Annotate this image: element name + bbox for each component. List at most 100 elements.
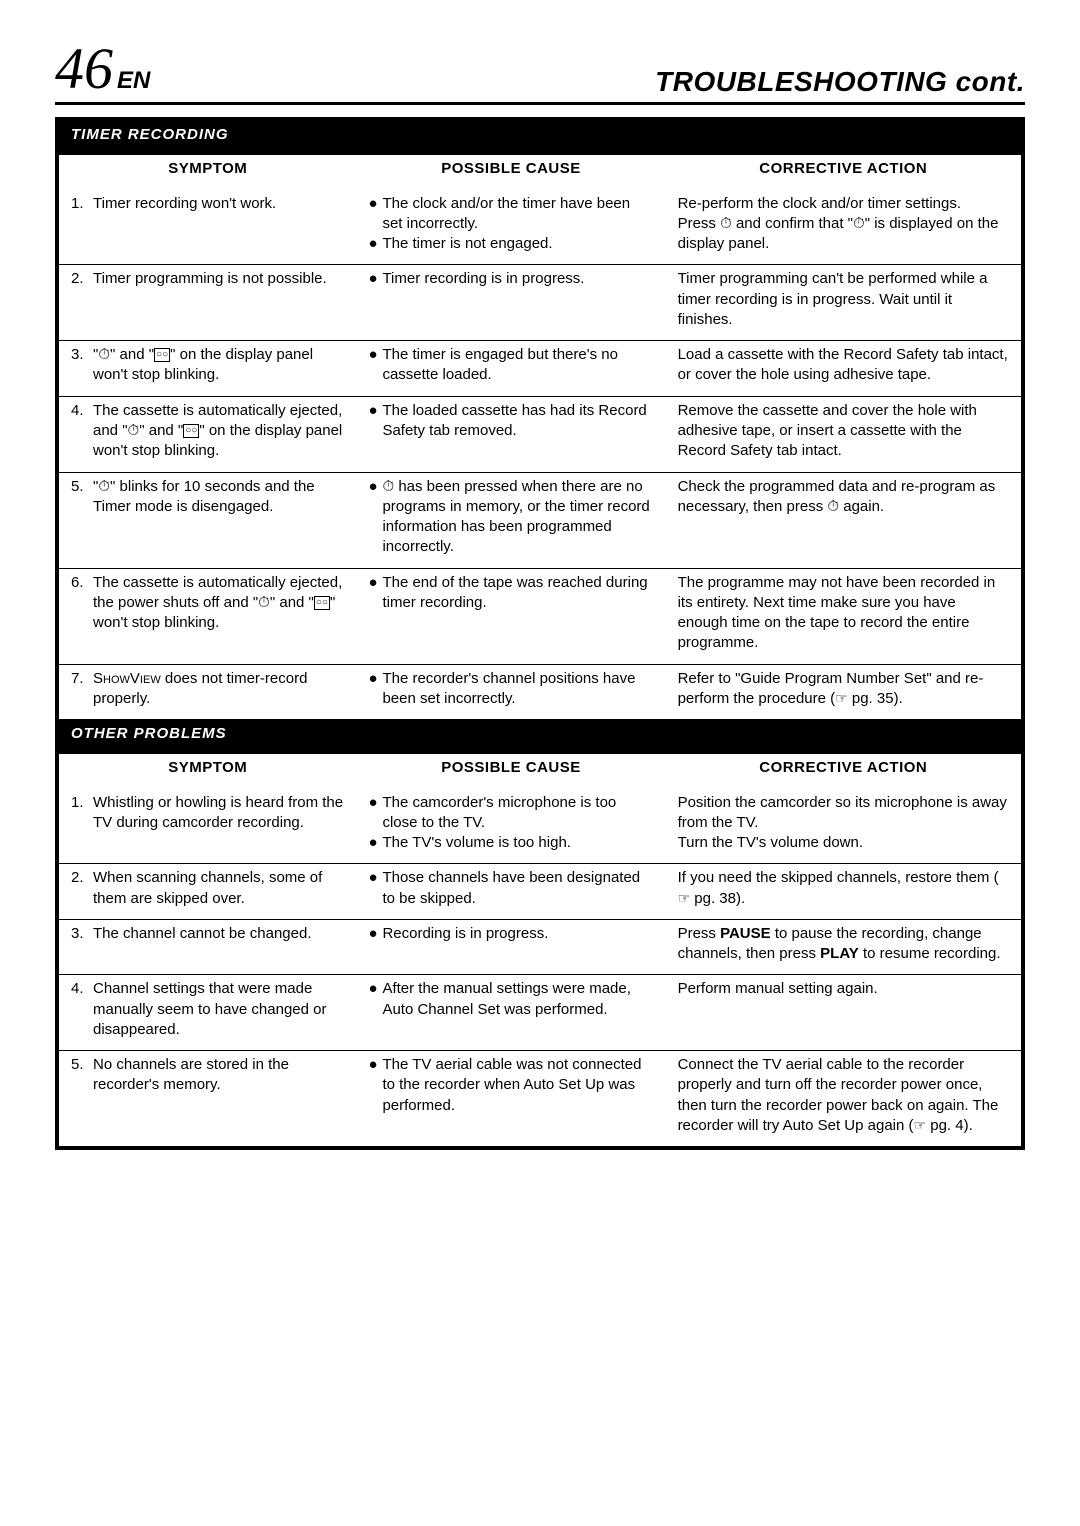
action-cell: Remove the cassette and cover the hole w… [666, 396, 1023, 472]
symptom-text: Whistling or howling is heard from the T… [93, 793, 344, 834]
row-number: 6. [71, 573, 93, 634]
action-cell: Perform manual setting again. [666, 975, 1023, 1051]
page-language: EN [117, 67, 150, 95]
action-text: The programme may not have been recorded… [678, 573, 1009, 654]
symptom-text: Timer programming is not possible. [93, 269, 344, 289]
cause-text: The clock and/or the timer have been set… [382, 194, 653, 235]
cause-cell: ●Timer recording is in progress. [356, 265, 665, 341]
cause-cell: ●The loaded cassette has had its Record … [356, 396, 665, 472]
bullet-icon: ● [368, 345, 382, 386]
column-header-symptom: SYMPTOM [57, 754, 356, 788]
cause-text: The timer is not engaged. [382, 234, 653, 254]
symptom-cell: 5.No channels are stored in the recorder… [57, 1051, 356, 1149]
cause-cell: ●The timer is engaged but there's no cas… [356, 341, 665, 397]
action-cell: Position the camcorder so its microphone… [666, 789, 1023, 864]
symptom-text: The cassette is automatically ejected, t… [93, 573, 344, 634]
symptom-text: ShowView does not timer-record properly. [93, 669, 344, 710]
row-number: 2. [71, 269, 93, 289]
cause-cell: ●The recorder's channel positions have b… [356, 664, 665, 720]
cause-text: Recording is in progress. [382, 924, 653, 944]
symptom-text: "⏱" and "○○" on the display panel won't … [93, 345, 344, 386]
symptom-cell: 4.Channel settings that were made manual… [57, 975, 356, 1051]
column-header-symptom: SYMPTOM [57, 155, 356, 189]
symptom-text: "⏱" blinks for 10 seconds and the Timer … [93, 477, 344, 518]
table-row: 4.Channel settings that were made manual… [57, 975, 1023, 1051]
row-number: 1. [71, 793, 93, 834]
action-cell: Connect the TV aerial cable to the recor… [666, 1051, 1023, 1149]
cause-text: The loaded cassette has had its Record S… [382, 401, 653, 442]
bullet-icon: ● [368, 573, 382, 614]
bullet-icon: ● [368, 868, 382, 909]
bullet-icon: ● [368, 833, 382, 853]
row-number: 4. [71, 401, 93, 462]
bullet-icon: ● [368, 979, 382, 1020]
bullet-icon: ● [368, 401, 382, 442]
cause-cell: ●The end of the tape was reached during … [356, 568, 665, 664]
cause-text: The TV aerial cable was not connected to… [382, 1055, 653, 1116]
row-number: 2. [71, 868, 93, 909]
bullet-icon: ● [368, 477, 382, 558]
symptom-cell: 4.The cassette is automatically ejected,… [57, 396, 356, 472]
bullet-icon: ● [368, 924, 382, 944]
column-header-action: CORRECTIVE ACTION [666, 155, 1023, 189]
bullet-icon: ● [368, 1055, 382, 1116]
action-text: Load a cassette with the Record Safety t… [678, 345, 1009, 386]
row-number: 3. [71, 924, 93, 944]
cause-text: The TV's volume is too high. [382, 833, 653, 853]
symptom-cell: 1.Whistling or howling is heard from the… [57, 789, 356, 864]
symptom-text: The channel cannot be changed. [93, 924, 344, 944]
table-row: 2.Timer programming is not possible.●Tim… [57, 265, 1023, 341]
column-header-cause: POSSIBLE CAUSE [356, 754, 665, 788]
action-text: Timer programming can't be performed whi… [678, 269, 1009, 330]
page-header: 46 EN TROUBLESHOOTING cont. [55, 40, 1025, 105]
column-headers-row: SYMPTOMPOSSIBLE CAUSECORRECTIVE ACTION [57, 754, 1023, 788]
action-cell: Press PAUSE to pause the recording, chan… [666, 919, 1023, 975]
action-text: Remove the cassette and cover the hole w… [678, 401, 1009, 462]
troubleshooting-table: TIMER RECORDINGSYMPTOMPOSSIBLE CAUSECORR… [55, 117, 1025, 1150]
action-cell: If you need the skipped channels, restor… [666, 864, 1023, 920]
cause-text: ⏱ has been pressed when there are no pro… [382, 477, 653, 558]
action-text: Perform manual setting again. [678, 979, 1009, 999]
action-text: Connect the TV aerial cable to the recor… [678, 1055, 1009, 1136]
table-row: 1.Whistling or howling is heard from the… [57, 789, 1023, 864]
cause-text: The timer is engaged but there's no cass… [382, 345, 653, 386]
cause-cell: ●⏱ has been pressed when there are no pr… [356, 472, 665, 568]
symptom-cell: 5."⏱" blinks for 10 seconds and the Time… [57, 472, 356, 568]
action-cell: The programme may not have been recorded… [666, 568, 1023, 664]
cause-text: Timer recording is in progress. [382, 269, 653, 289]
cause-cell: ●The clock and/or the timer have been se… [356, 190, 665, 265]
cause-cell: ●The camcorder's microphone is too close… [356, 789, 665, 864]
cause-text: The camcorder's microphone is too close … [382, 793, 653, 834]
action-cell: Re-perform the clock and/or timer settin… [666, 190, 1023, 265]
bullet-icon: ● [368, 269, 382, 289]
action-text: Re-perform the clock and/or timer settin… [678, 194, 1009, 255]
section-header: OTHER PROBLEMS [57, 720, 1023, 755]
page-title: TROUBLESHOOTING cont. [655, 66, 1025, 98]
symptom-cell: 2.Timer programming is not possible. [57, 265, 356, 341]
table-row: 6.The cassette is automatically ejected,… [57, 568, 1023, 664]
action-text: If you need the skipped channels, restor… [678, 868, 1009, 909]
action-text: Press PAUSE to pause the recording, chan… [678, 924, 1009, 965]
symptom-cell: 7.ShowView does not timer-record properl… [57, 664, 356, 720]
page-number-block: 46 EN [55, 40, 150, 98]
section-header: TIMER RECORDING [57, 119, 1023, 155]
symptom-cell: 3."⏱" and "○○" on the display panel won'… [57, 341, 356, 397]
cause-cell: ●Recording is in progress. [356, 919, 665, 975]
table-row: 4.The cassette is automatically ejected,… [57, 396, 1023, 472]
bullet-icon: ● [368, 194, 382, 235]
cause-cell: ●Those channels have been designated to … [356, 864, 665, 920]
symptom-text: No channels are stored in the recorder's… [93, 1055, 344, 1096]
action-text: Position the camcorder so its microphone… [678, 793, 1009, 854]
cause-text: After the manual settings were made, Aut… [382, 979, 653, 1020]
cause-text: Those channels have been designated to b… [382, 868, 653, 909]
cause-cell: ●After the manual settings were made, Au… [356, 975, 665, 1051]
action-text: Refer to "Guide Program Number Set" and … [678, 669, 1009, 710]
column-header-cause: POSSIBLE CAUSE [356, 155, 665, 189]
table-row: 2.When scanning channels, some of them a… [57, 864, 1023, 920]
table-row: 5."⏱" blinks for 10 seconds and the Time… [57, 472, 1023, 568]
bullet-icon: ● [368, 234, 382, 254]
row-number: 4. [71, 979, 93, 1040]
cause-text: The recorder's channel positions have be… [382, 669, 653, 710]
table-row: 3."⏱" and "○○" on the display panel won'… [57, 341, 1023, 397]
table-row: 5.No channels are stored in the recorder… [57, 1051, 1023, 1149]
